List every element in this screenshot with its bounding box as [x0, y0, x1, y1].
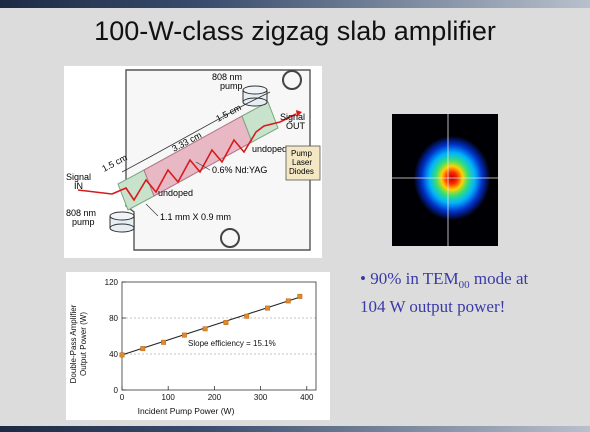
- dim-line-left: [121, 157, 149, 173]
- crystal-leader: [195, 161, 211, 171]
- fit-line: [121, 295, 303, 356]
- signal-out-label-1: Signal: [280, 112, 305, 122]
- undoped-bottom-label: undoped: [158, 188, 193, 198]
- data-point: [202, 326, 208, 332]
- signal-in-line: [77, 189, 113, 195]
- slide-title: 100-W-class zigzag slab amplifier: [94, 16, 496, 46]
- beam-profile-svg: [392, 114, 498, 246]
- data-point: [140, 346, 146, 352]
- beam-profile-image: [392, 114, 498, 246]
- bottom-accent-bar: [0, 426, 590, 432]
- note-line-1-post: mode at: [469, 269, 529, 288]
- pump-top-label-1: 808 nm: [212, 72, 242, 82]
- pump-box-label-3: Diodes: [289, 167, 314, 176]
- pump-top-label-2: pump: [220, 81, 243, 91]
- signal-in-label-1: Signal: [66, 172, 91, 182]
- y-tick-label: 120: [105, 278, 119, 287]
- pump-box-label-1: Pump: [291, 149, 312, 158]
- top-accent-bar: [0, 0, 590, 8]
- zigzag-signal-path: [111, 121, 281, 202]
- chart-fit-line: [121, 295, 303, 356]
- data-point: [181, 332, 187, 338]
- pump-cylinder-top: [242, 85, 268, 107]
- chart-ylabel-line1: Double-Pass Amplifier: [69, 304, 78, 383]
- pump-bottom-label-1: 808 nm: [66, 208, 96, 218]
- data-point: [244, 313, 250, 319]
- mount-hole-bottom: [220, 228, 240, 248]
- x-tick-label: 0: [120, 393, 125, 402]
- amplifier-diagram-svg: 1.5 cm 3.33 cm 1.5 cm 808 nm pump Signal…: [66, 69, 321, 251]
- crystal-label: 0.6% Nd:YAG: [212, 165, 267, 175]
- pump-diodes-box: [285, 145, 321, 181]
- mount-hole-top: [282, 70, 302, 90]
- note-line-2: 104 W output power!: [360, 297, 506, 316]
- chart-xlabel: Incident Pump Power (W): [138, 406, 235, 416]
- aperture-label: 1.1 mm X 0.9 mm: [160, 212, 231, 222]
- data-point: [265, 305, 270, 311]
- chart-axes: [121, 281, 317, 391]
- dim-line-right: [245, 91, 271, 105]
- chart-grid: [122, 317, 316, 355]
- chart-ticks: 0 40 80 120 0 100 200 300 400: [105, 278, 314, 402]
- chart-points: [119, 293, 303, 358]
- x-tick-label: 100: [162, 393, 176, 402]
- slope-efficiency-annotation: Slope efficiency = 15.1%: [188, 339, 276, 348]
- pump-bottom-label-2: pump: [72, 217, 95, 227]
- data-point: [285, 298, 291, 304]
- signal-out-arrow: [296, 110, 302, 117]
- data-point: [297, 293, 303, 299]
- chart-plot-frame: [121, 281, 317, 391]
- chart-ylabel-line2: Output Power (W): [79, 312, 88, 376]
- aperture-leader: [145, 203, 159, 217]
- signal-in-label-2: IN: [74, 181, 83, 191]
- result-note: • 90% in TEM00 mode at 104 W output powe…: [360, 268, 590, 318]
- y-tick-label: 0: [114, 386, 119, 395]
- y-tick-label: 40: [109, 350, 118, 359]
- x-tick-label: 400: [300, 393, 314, 402]
- undoped-end-right: [241, 101, 279, 143]
- output-power-chart: 0 40 80 120 0 100 200 300 400 Slope efficiency =…: [66, 272, 330, 420]
- note-line-1: • 90% in TEM00 mode at: [360, 268, 590, 296]
- x-tick-label: 200: [208, 393, 222, 402]
- signal-out-label-2: OUT: [286, 121, 306, 131]
- data-point: [223, 320, 229, 325]
- x-tick-label: 300: [254, 393, 268, 402]
- note-line-1-pre: • 90% in TEM: [360, 269, 459, 288]
- data-point: [161, 339, 167, 345]
- undoped-top-label: undoped: [252, 144, 287, 154]
- amplifier-diagram: 1.5 cm 3.33 cm 1.5 cm 808 nm pump Signal…: [64, 66, 322, 258]
- y-tick-label: 80: [109, 314, 118, 323]
- output-power-chart-svg: 0 40 80 120 0 100 200 300 400 Slope efficiency =…: [69, 278, 317, 416]
- signal-out-line: [279, 113, 297, 123]
- dim-line-mid: [147, 103, 247, 159]
- note-line-1-sub: 00: [458, 279, 470, 291]
- pump-box-label-2: Laser: [292, 158, 312, 167]
- pump-cylinder-bottom: [109, 211, 135, 233]
- data-point: [119, 352, 125, 358]
